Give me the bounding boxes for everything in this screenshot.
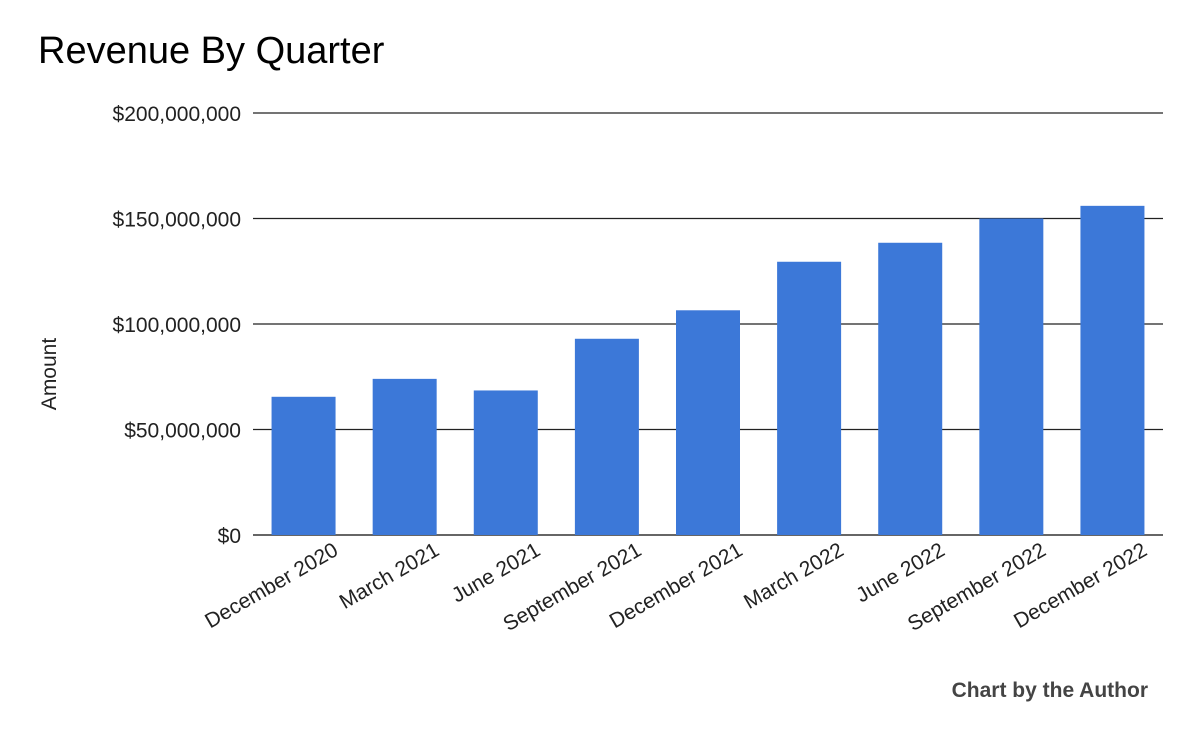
chart-credit: Chart by the Author [951, 679, 1148, 702]
chart-title: Revenue By Quarter [38, 30, 385, 72]
y-tick-label: $100,000,000 [113, 314, 241, 337]
x-tick-label: March 2021 [336, 538, 444, 613]
bar [473, 390, 538, 535]
y-axis-label: Amount [38, 338, 61, 411]
x-tick-label: June 2021 [448, 538, 544, 607]
x-tick-label: March 2022 [740, 538, 848, 613]
bar [574, 338, 639, 535]
y-tick-label: $150,000,000 [113, 209, 241, 232]
bar [878, 242, 943, 535]
y-tick-label: $0 [218, 525, 241, 548]
x-tick-label: December 2020 [201, 538, 342, 633]
bar [979, 218, 1044, 535]
bar [777, 261, 842, 535]
y-tick-label: $50,000,000 [124, 420, 241, 443]
bars [271, 205, 1145, 535]
y-tick-label: $200,000,000 [113, 103, 241, 126]
bar [1080, 205, 1145, 535]
x-tick-label: June 2022 [852, 538, 948, 607]
bar [372, 378, 437, 535]
y-axis-ticks: $0 $50,000,000 $100,000,000 $150,000,000 $20… [113, 103, 241, 548]
bar [676, 310, 740, 535]
bar [271, 396, 336, 535]
